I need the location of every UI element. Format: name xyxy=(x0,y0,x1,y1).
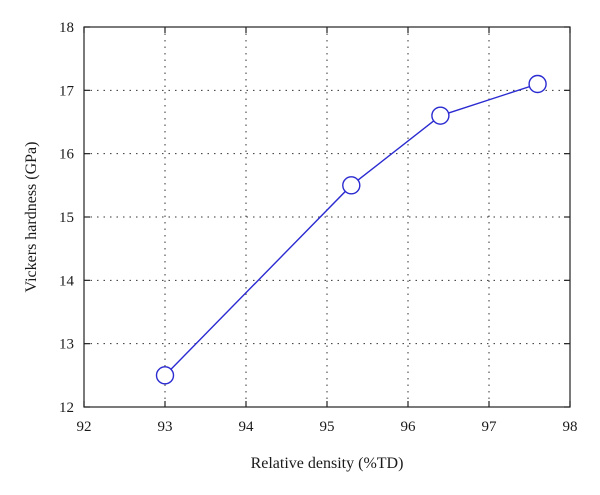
series-line xyxy=(164,83,538,376)
y-tick-label: 17 xyxy=(59,83,75,99)
y-tick-label: 12 xyxy=(59,400,74,416)
y-tick-label: 14 xyxy=(59,273,75,289)
y-axis-label: Vickers hardness (GPa) xyxy=(23,142,40,293)
data-point-marker xyxy=(342,176,361,195)
data-point-marker xyxy=(155,366,175,385)
data-point-marker xyxy=(528,74,547,94)
y-tick-label: 16 xyxy=(59,147,75,163)
x-tick-label: 93 xyxy=(158,419,173,435)
y-tick-label: 18 xyxy=(59,20,74,36)
x-tick-label: 96 xyxy=(401,419,417,435)
data-point-marker xyxy=(431,106,450,125)
x-tick-label: 94 xyxy=(239,419,255,435)
x-tick-labels: 92 93 94 95 96 97 98 xyxy=(77,419,578,435)
y-tick-label: 15 xyxy=(59,210,74,226)
x-tick-label: 92 xyxy=(77,419,92,435)
y-tick-labels: 12 13 14 15 16 17 18 xyxy=(59,20,75,416)
x-tick-label: 97 xyxy=(482,419,498,435)
x-tick-label: 98 xyxy=(563,419,578,435)
grid xyxy=(84,27,570,407)
axis-ticks xyxy=(83,26,571,408)
y-tick-label: 13 xyxy=(59,337,74,353)
x-tick-label: 95 xyxy=(320,419,335,435)
x-axis-label: Relative density (%TD) xyxy=(251,455,404,472)
series-layer xyxy=(155,74,547,385)
